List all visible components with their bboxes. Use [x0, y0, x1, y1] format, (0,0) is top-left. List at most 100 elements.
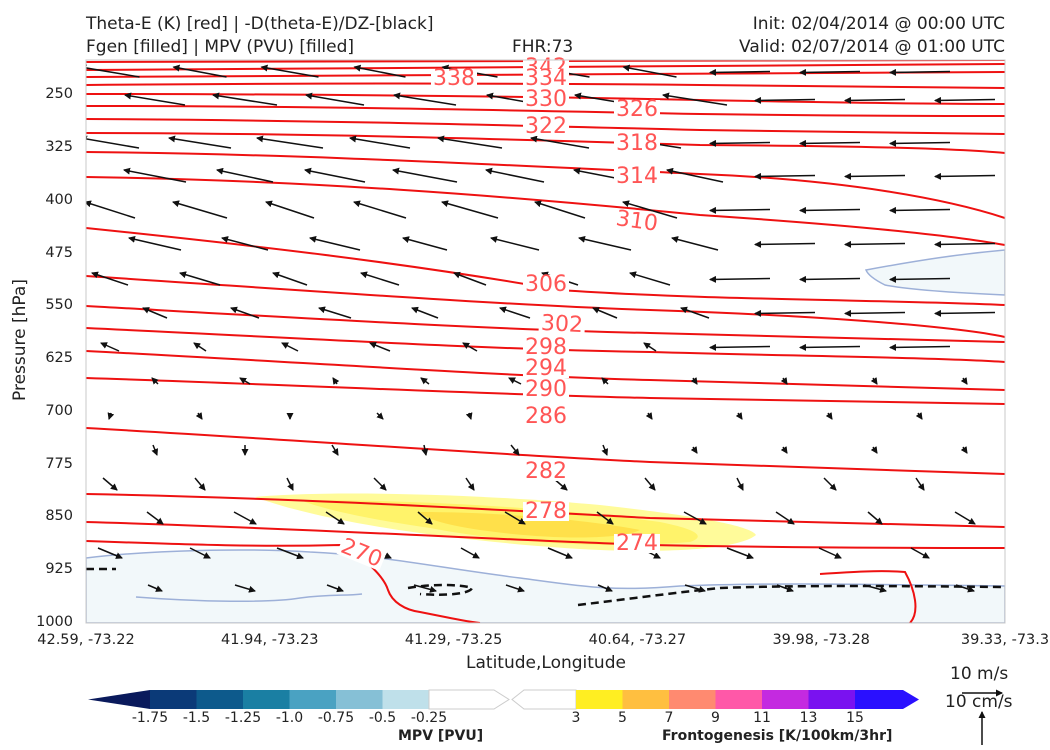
wind-vector-arrow [142, 307, 168, 319]
y-tick-label: 550 [45, 297, 73, 314]
wind-vector-arrow [353, 200, 407, 219]
wind-vector-arrow [168, 135, 232, 149]
theta-e-label: 314 [616, 164, 658, 189]
wind-vector-arrow [863, 584, 887, 593]
theta-e-label: 302 [540, 311, 583, 338]
wind-vector-arrow [256, 135, 324, 149]
wind-vector-arrow [373, 477, 387, 491]
wind-vector-arrow [780, 377, 788, 385]
wind-vector-arrow [629, 271, 671, 286]
wind-vector-arrow [490, 236, 540, 251]
wind-vector-arrow [960, 377, 968, 385]
theta-e-contour-line [86, 275, 1005, 338]
wind-vector-arrow [735, 412, 743, 420]
wind-vector-arrow [86, 135, 140, 149]
wind-vector-arrow [465, 477, 475, 491]
wind-vector-arrow [709, 68, 771, 76]
wind-vector-arrow [754, 172, 816, 180]
theta-e-contour-line [86, 151, 1005, 219]
wind-vector-arrow [146, 511, 164, 525]
wind-vector-arrow [799, 275, 861, 283]
wind-vector-arrow [265, 200, 315, 219]
theta-e-label: 310 [614, 206, 659, 237]
wind-vector-arrow [547, 547, 573, 559]
wind-vector-arrow [510, 444, 520, 456]
wind-vector-arrow [530, 135, 590, 149]
theta-e-contour-line [86, 118, 1005, 135]
wind-vector-arrow [622, 64, 677, 78]
theta-e-label-halo [614, 100, 660, 119]
wind-vector-arrow [889, 139, 951, 147]
wind-vector-arrow [601, 444, 609, 456]
valid-time: Valid: 02/07/2014 @ 01:00 UTC [739, 37, 1005, 57]
y-tick-label: 700 [45, 402, 73, 419]
theta-e-label-halo [523, 69, 569, 88]
y-tick-label: 325 [45, 138, 73, 155]
wind-vector-arrow [754, 309, 816, 317]
wind-vector-arrow [870, 446, 878, 454]
wind-vector-arrow [172, 200, 228, 219]
wind-vector-arrow [504, 511, 526, 525]
x-tick-label: 39.33, -73.3 [960, 632, 1050, 648]
wind-vector-arrow [934, 172, 996, 180]
theta-e-label-halo [538, 313, 586, 336]
title-line-2: Fgen [filled] | MPV (PVU) [filled] [86, 37, 355, 57]
wind-vector-arrow [221, 236, 269, 251]
theta-e-contour-line [86, 493, 1005, 528]
wind-vector-arrow [889, 275, 951, 283]
wind-vector-arrow [239, 377, 251, 385]
wind-vector-arrow [844, 240, 906, 248]
wind-vector-arrow [102, 477, 118, 491]
wind-vector-arrow [304, 167, 366, 183]
wind-vector-arrow [709, 139, 771, 147]
wind-vector-arrow [601, 377, 609, 385]
wind-vector-arrow [505, 584, 525, 593]
mpv-colorbar-tick: -1.5 [182, 710, 211, 726]
x-tick-label: 42.59, -73.22 [37, 632, 135, 648]
wind-vector-arrow [128, 235, 182, 251]
theta-e-label: 294 [525, 356, 567, 381]
theta-e-label: 322 [525, 114, 567, 139]
wind-vector-arrow [353, 64, 406, 78]
wind-vector-arrow [844, 309, 906, 317]
wind-vector-arrow [441, 200, 499, 219]
wind-vector-arrow [823, 477, 837, 491]
wind-vector-arrow [662, 92, 728, 106]
wind-vector-arrow [736, 477, 744, 491]
wind-vector-arrow [578, 235, 632, 251]
y-axis-label: Pressure [hPa] [10, 279, 30, 401]
y-tick-label: 1000 [36, 614, 73, 630]
theta-e-label-halo [614, 134, 660, 153]
fgen-colorbar-title: Frontogenesis [K/100km/3hr] [662, 728, 893, 744]
theta-e-label: 282 [525, 459, 567, 484]
theta-e-contour-line [86, 82, 1005, 89]
theta-e-contour-line [86, 540, 481, 623]
wind-vector-arrow [349, 135, 411, 149]
y-tick-label: 775 [45, 455, 73, 472]
theta-e-label: 330 [525, 87, 567, 112]
wind-vector-arrow [671, 236, 719, 251]
wind-vector-arrow [844, 172, 906, 180]
theta-e-label-halo [523, 338, 569, 357]
wind-vector-arrow [915, 477, 925, 491]
wind-vector-arrow [680, 306, 710, 319]
theta-e-contour-line [86, 176, 1005, 246]
fgen-colorbar-tick: 11 [753, 710, 771, 726]
wind-vector-arrow [309, 235, 361, 251]
mpv-colorbar-tick: -1.75 [131, 710, 169, 726]
wind-vector-arrow [147, 584, 163, 592]
wind-vector-arrow [534, 200, 586, 219]
theta-e-label: 274 [616, 531, 658, 556]
wind-vector-arrow [417, 511, 433, 525]
wind-vector-arrow [775, 511, 795, 525]
wind-vector-arrow [318, 306, 352, 319]
wind-vector-arrow [305, 92, 365, 106]
theta-e-label: 298 [525, 335, 567, 360]
y-tick-label: 625 [45, 350, 73, 367]
dtheta-dz-contour-2 [407, 583, 474, 596]
wind-vector-arrow [369, 341, 391, 352]
x-tick-label: 39.98, -73.28 [772, 632, 870, 648]
wind-vector-arrow [799, 139, 861, 147]
